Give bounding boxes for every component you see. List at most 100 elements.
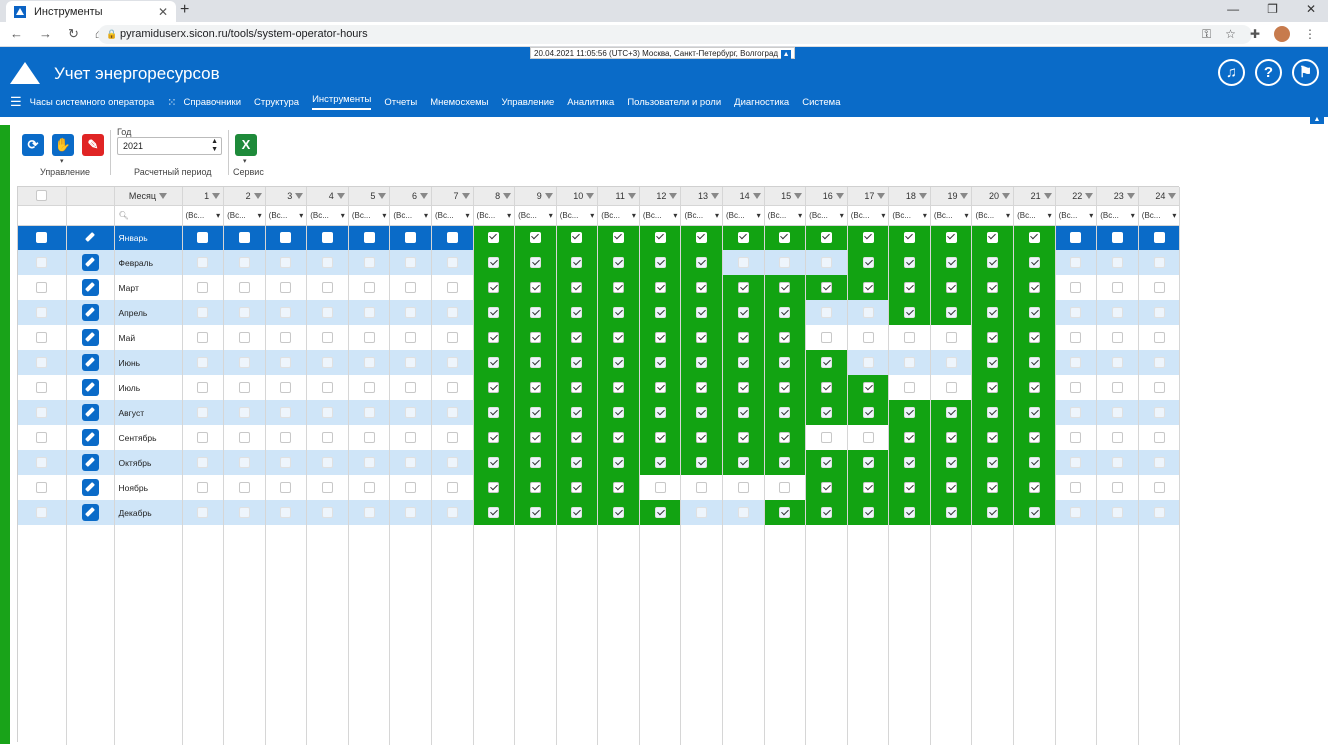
hour-checkbox[interactable] [1070, 457, 1082, 469]
hour-checkbox[interactable] [779, 407, 791, 419]
hour-header-18[interactable]: 18 [888, 187, 931, 206]
hour-checkbox[interactable] [280, 257, 292, 269]
hour-checkbox[interactable] [613, 382, 625, 394]
hour-checkbox[interactable] [238, 507, 250, 519]
hour-checkbox[interactable] [987, 282, 999, 294]
hour-checkbox[interactable] [654, 482, 666, 494]
hour-checkbox[interactable] [405, 257, 417, 269]
hour-checkbox[interactable] [1028, 432, 1040, 444]
hour-checkbox[interactable] [529, 457, 541, 469]
current-section-menu[interactable]: Часы системного оператора [29, 96, 155, 108]
hand-button[interactable]: ✋ [52, 134, 74, 156]
hour-checkbox[interactable] [238, 432, 250, 444]
hour-checkbox[interactable] [737, 432, 749, 444]
close-window-icon[interactable]: ✕ [1305, 2, 1316, 16]
hour-checkbox[interactable] [737, 232, 749, 244]
hour-checkbox[interactable] [1112, 407, 1123, 419]
filter-dropdown-icon[interactable]: ▾ [1130, 210, 1135, 220]
reload-icon[interactable]: ↻ [68, 26, 79, 41]
hour-checkbox[interactable] [280, 332, 292, 344]
hour-checkbox[interactable] [654, 332, 666, 344]
hour-checkbox[interactable] [904, 457, 916, 469]
hour-header-14[interactable]: 14 [722, 187, 765, 206]
filter-dropdown-icon[interactable]: ▾ [715, 210, 720, 220]
filter-dropdown-icon[interactable]: ▾ [631, 210, 636, 220]
hour-checkbox[interactable] [405, 507, 417, 519]
hour-checkbox[interactable] [405, 457, 417, 469]
hour-checkbox[interactable] [1070, 507, 1082, 519]
hour-header-6[interactable]: 6 [389, 187, 432, 206]
hour-checkbox[interactable] [529, 232, 541, 244]
row-checkbox[interactable] [36, 482, 48, 494]
hour-checkbox[interactable] [529, 382, 541, 394]
hour-checkbox[interactable] [197, 332, 209, 344]
help-icon[interactable]: ? [1255, 59, 1282, 86]
hour-checkbox[interactable] [820, 457, 832, 469]
filter-funnel-icon[interactable] [669, 193, 678, 200]
hour-checkbox[interactable] [363, 457, 375, 469]
filter-dropdown-icon[interactable]: ▾ [1172, 210, 1177, 220]
hour-header-22[interactable]: 22 [1055, 187, 1098, 206]
hour-checkbox[interactable] [529, 257, 541, 269]
row-checkbox[interactable] [36, 382, 48, 394]
hour-checkbox[interactable] [488, 382, 500, 394]
edit-pencil-icon[interactable] [81, 454, 99, 471]
hour-checkbox[interactable] [446, 332, 458, 344]
hour-checkbox[interactable] [571, 382, 583, 394]
year-spinner[interactable]: 2021 ▲ ▼ [117, 137, 222, 155]
hour-filter-9[interactable]: (Вс... ▾ [514, 205, 557, 226]
hour-checkbox[interactable] [904, 232, 916, 244]
hour-checkbox[interactable] [779, 282, 791, 294]
filter-dropdown-icon[interactable]: ▾ [423, 210, 428, 220]
table-row[interactable]: Январь [18, 225, 1181, 250]
hour-header-21[interactable]: 21 [1013, 187, 1056, 206]
hour-checkbox[interactable] [654, 257, 666, 269]
edit-pencil-icon[interactable] [81, 279, 99, 296]
hour-checkbox[interactable] [571, 432, 583, 444]
hour-checkbox[interactable] [322, 432, 334, 444]
filter-funnel-icon[interactable] [419, 193, 428, 200]
hour-checkbox[interactable] [820, 382, 832, 394]
hour-checkbox[interactable] [987, 382, 999, 394]
hour-checkbox[interactable] [779, 307, 791, 319]
hour-checkbox[interactable] [529, 357, 541, 369]
refresh-button[interactable]: ⟳ [22, 134, 44, 156]
hour-checkbox[interactable] [820, 482, 832, 494]
hour-checkbox[interactable] [1153, 457, 1165, 469]
hour-checkbox[interactable] [488, 407, 500, 419]
hour-checkbox[interactable] [1070, 407, 1082, 419]
filter-dropdown-icon[interactable]: ▾ [382, 210, 387, 220]
hour-filter-7[interactable]: (Вс... ▾ [431, 205, 474, 226]
hour-checkbox[interactable] [405, 357, 417, 369]
hour-checkbox[interactable] [1028, 457, 1040, 469]
hour-checkbox[interactable] [1112, 307, 1123, 319]
hour-checkbox[interactable] [904, 357, 916, 369]
hour-checkbox[interactable] [280, 407, 292, 419]
table-row[interactable]: Февраль [18, 250, 1181, 275]
hour-checkbox[interactable] [197, 257, 209, 269]
hour-checkbox[interactable] [820, 507, 832, 519]
filter-dropdown-icon[interactable]: ▾ [881, 210, 886, 220]
hour-checkbox[interactable] [779, 457, 791, 469]
hour-checkbox[interactable] [696, 457, 708, 469]
hour-header-19[interactable]: 19 [930, 187, 973, 206]
hour-checkbox[interactable] [945, 407, 957, 419]
menu-item-spravochniki[interactable]: Справочники [183, 96, 242, 108]
hour-filter-5[interactable]: (Вс... ▾ [348, 205, 391, 226]
hour-checkbox[interactable] [1028, 382, 1040, 394]
menu-item-otchety[interactable]: Отчеты [384, 96, 418, 108]
hour-checkbox[interactable] [696, 507, 708, 519]
hour-checkbox[interactable] [987, 232, 999, 244]
hour-checkbox[interactable] [696, 407, 708, 419]
hour-checkbox[interactable] [737, 457, 749, 469]
hour-checkbox[interactable] [613, 307, 625, 319]
hour-checkbox[interactable] [1070, 482, 1082, 494]
hour-checkbox[interactable] [280, 307, 292, 319]
hour-header-13[interactable]: 13 [680, 187, 724, 206]
hour-checkbox[interactable] [238, 332, 250, 344]
hour-checkbox[interactable] [571, 357, 583, 369]
menu-item-upravlenie[interactable]: Управление [501, 96, 555, 108]
hour-checkbox[interactable] [945, 457, 957, 469]
hour-checkbox[interactable] [1028, 507, 1040, 519]
filter-funnel-icon[interactable] [711, 193, 720, 200]
